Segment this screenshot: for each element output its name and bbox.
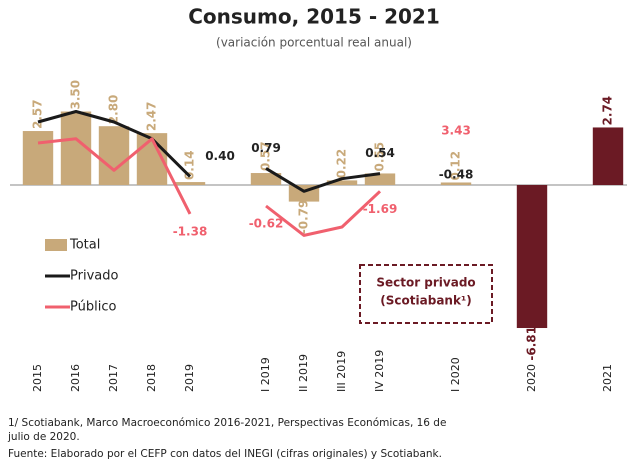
line bbox=[37, 110, 192, 178]
data-label: 3.43 bbox=[441, 123, 471, 137]
x-tick-label: II 2019 bbox=[297, 354, 310, 392]
bar bbox=[440, 182, 472, 185]
data-label: -0.48 bbox=[439, 168, 474, 182]
legend-swatch bbox=[45, 239, 67, 251]
bar bbox=[592, 127, 624, 185]
bar bbox=[516, 185, 548, 329]
data-label: 0.40 bbox=[205, 149, 235, 163]
bar bbox=[98, 126, 130, 185]
data-label: 0.12 bbox=[449, 151, 463, 181]
x-tick-label: 2020 bbox=[525, 364, 538, 392]
data-label: -1.69 bbox=[363, 202, 398, 216]
data-label: -1.38 bbox=[173, 224, 208, 238]
data-label: 0.79 bbox=[251, 141, 281, 155]
data-label: 2.74 bbox=[601, 96, 615, 126]
data-label: 2.57 bbox=[31, 99, 45, 129]
bar bbox=[22, 131, 54, 185]
x-tick-label: I 2019 bbox=[259, 357, 272, 392]
line bbox=[265, 190, 382, 237]
data-label: 2.47 bbox=[145, 102, 159, 132]
data-label: 3.50 bbox=[69, 80, 83, 110]
data-label: 0.54 bbox=[365, 146, 395, 160]
x-tick-label: 2015 bbox=[31, 364, 44, 392]
data-label: -0.79 bbox=[297, 200, 311, 235]
x-tick-label: IV 2019 bbox=[373, 350, 386, 392]
footnote: 1/ Scotiabank, Marco Macroeconómico 2016… bbox=[8, 417, 446, 429]
data-label: 0.55 bbox=[373, 142, 387, 172]
x-tick-label: 2018 bbox=[145, 364, 158, 392]
line bbox=[37, 137, 192, 215]
legend-label: Total bbox=[69, 238, 100, 253]
data-label: -6.81 bbox=[525, 326, 539, 361]
x-tick-label: 2016 bbox=[69, 364, 82, 392]
bar bbox=[326, 180, 358, 185]
legend-label: Privado bbox=[70, 269, 118, 284]
annotation: (Scotiabank¹) bbox=[380, 294, 471, 308]
data-label: 0.57 bbox=[259, 141, 273, 171]
footnote: Fuente: Elaborado por el CEFP con datos … bbox=[8, 448, 442, 460]
x-tick-label: I 2020 bbox=[449, 357, 462, 392]
annotation: Sector privado bbox=[376, 276, 475, 290]
bar bbox=[250, 173, 282, 185]
legend-label: Público bbox=[70, 300, 116, 315]
data-label: 2.80 bbox=[107, 95, 121, 125]
line bbox=[265, 167, 381, 193]
x-tick-label: 2017 bbox=[107, 364, 120, 392]
bar bbox=[364, 173, 396, 185]
annotation-box bbox=[359, 264, 493, 324]
bar bbox=[174, 182, 206, 185]
data-label: -0.62 bbox=[249, 217, 284, 231]
x-tick-label: III 2019 bbox=[335, 351, 348, 392]
x-tick-label: 2021 bbox=[601, 364, 614, 392]
footnote: julio de 2020. bbox=[7, 431, 80, 443]
chart-subtitle: (variación porcentual real anual) bbox=[216, 36, 412, 50]
x-tick-label: 2019 bbox=[183, 364, 196, 392]
chart-title: Consumo, 2015 - 2021 bbox=[188, 5, 440, 29]
data-label: 0.22 bbox=[335, 149, 349, 179]
